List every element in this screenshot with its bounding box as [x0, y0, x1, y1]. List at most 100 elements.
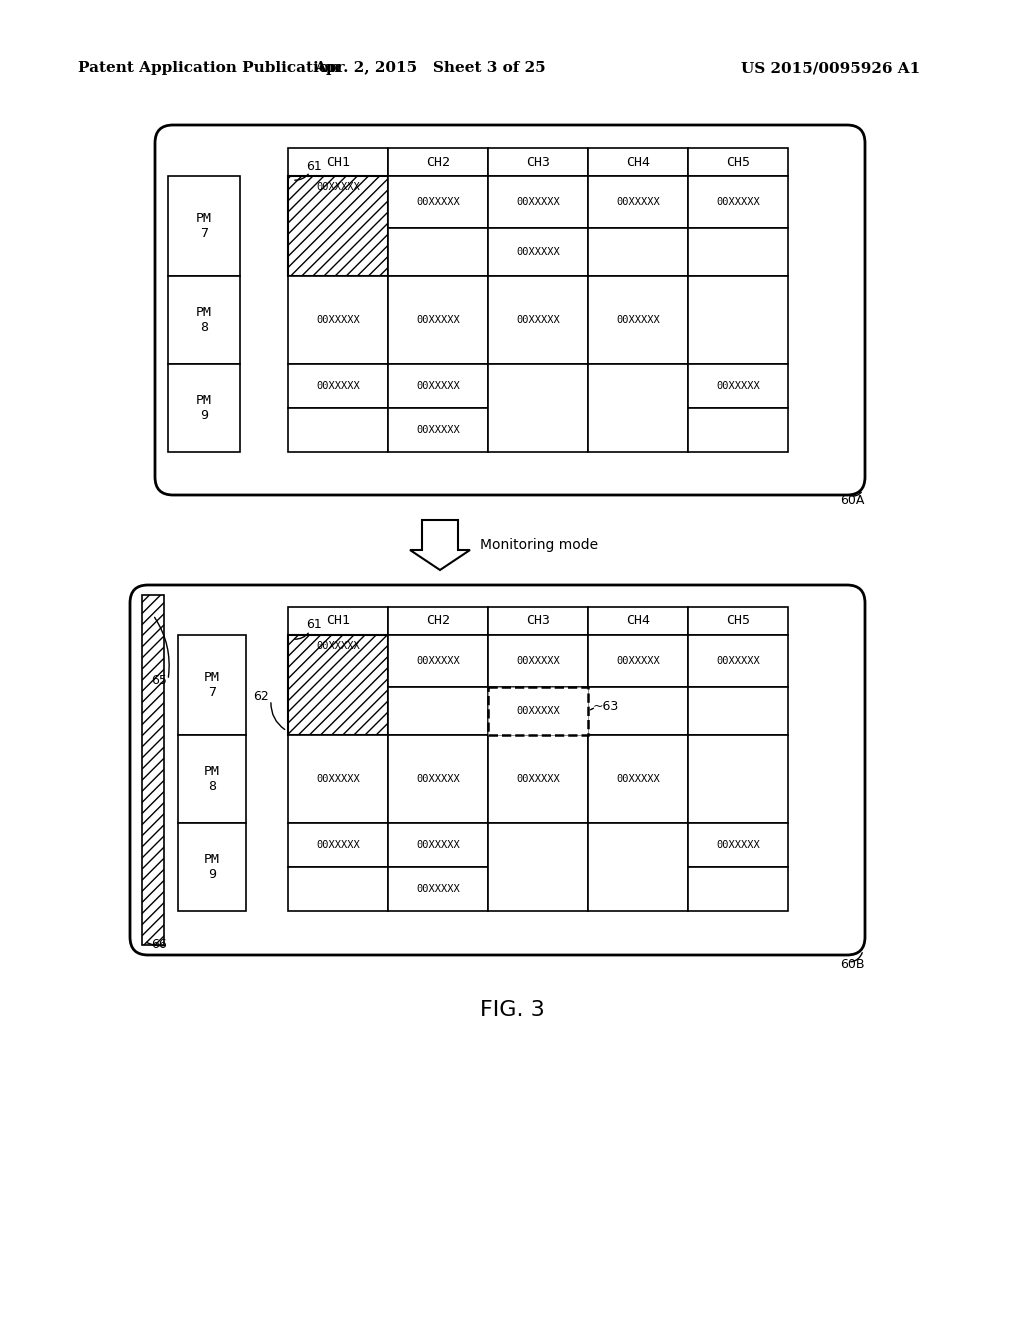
Bar [688, 148, 788, 176]
Text: CH1: CH1 [326, 615, 350, 627]
Text: 00XXXXX: 00XXXXX [616, 656, 659, 667]
Text: 00XXXXX: 00XXXXX [616, 315, 659, 325]
Bar [168, 176, 240, 276]
Text: Apr. 2, 2015   Sheet 3 of 25: Apr. 2, 2015 Sheet 3 of 25 [314, 61, 546, 75]
Text: 00XXXXX: 00XXXXX [416, 840, 460, 850]
Text: 00XXXXX: 00XXXXX [316, 381, 359, 391]
Polygon shape [410, 520, 470, 570]
Text: PM
7: PM 7 [196, 213, 212, 240]
Text: 00XXXXX: 00XXXXX [716, 381, 760, 391]
Bar [388, 635, 488, 686]
Text: CH3: CH3 [526, 156, 550, 169]
Text: 00XXXXX: 00XXXXX [416, 884, 460, 894]
Text: 66: 66 [152, 939, 167, 952]
Bar [388, 176, 488, 228]
Text: 61: 61 [306, 160, 322, 173]
Bar [688, 822, 788, 867]
Bar [178, 635, 246, 735]
Text: Monitoring mode: Monitoring mode [480, 539, 598, 552]
Text: 00XXXXX: 00XXXXX [516, 774, 560, 784]
FancyBboxPatch shape [130, 585, 865, 954]
Bar [488, 276, 588, 364]
Text: 00XXXXX: 00XXXXX [316, 840, 359, 850]
Bar [288, 822, 388, 867]
Bar [168, 276, 240, 364]
Bar [688, 607, 788, 635]
Text: 00XXXXX: 00XXXXX [616, 774, 659, 784]
Bar [288, 176, 388, 276]
Bar [688, 867, 788, 911]
Bar [688, 686, 788, 735]
Bar [178, 822, 246, 911]
Bar [288, 276, 388, 364]
Text: PM
8: PM 8 [196, 306, 212, 334]
Text: CH1: CH1 [326, 156, 350, 169]
Text: 62: 62 [253, 690, 269, 704]
Text: 00XXXXX: 00XXXXX [316, 642, 359, 651]
Bar [388, 607, 488, 635]
Bar [688, 735, 788, 822]
Text: CH5: CH5 [726, 615, 750, 627]
Text: 60A: 60A [840, 494, 864, 507]
Bar [388, 364, 488, 408]
Text: CH4: CH4 [626, 615, 650, 627]
Text: CH2: CH2 [426, 156, 450, 169]
Bar [588, 148, 688, 176]
Bar [688, 176, 788, 228]
Bar [588, 364, 688, 451]
Text: 00XXXXX: 00XXXXX [316, 315, 359, 325]
Bar [588, 735, 688, 822]
Text: 00XXXXX: 00XXXXX [516, 706, 560, 715]
Bar [488, 686, 588, 735]
Text: 00XXXXX: 00XXXXX [416, 315, 460, 325]
Bar [488, 176, 588, 228]
Text: 00XXXXX: 00XXXXX [416, 656, 460, 667]
Bar [488, 735, 588, 822]
Bar [288, 867, 388, 911]
Text: 00XXXXX: 00XXXXX [616, 197, 659, 207]
Text: Patent Application Publication: Patent Application Publication [78, 61, 340, 75]
Bar [488, 607, 588, 635]
Bar [588, 276, 688, 364]
Bar [178, 735, 246, 822]
Text: 00XXXXX: 00XXXXX [716, 840, 760, 850]
Text: PM
9: PM 9 [204, 853, 220, 880]
Bar [588, 228, 688, 276]
Bar [588, 176, 688, 228]
Bar [288, 607, 388, 635]
Text: 00XXXXX: 00XXXXX [316, 182, 359, 191]
Bar [688, 228, 788, 276]
Bar [142, 595, 164, 945]
Text: ~63: ~63 [593, 700, 620, 713]
Text: PM
8: PM 8 [204, 766, 220, 793]
Bar [488, 635, 588, 686]
Text: 00XXXXX: 00XXXXX [516, 197, 560, 207]
Bar [288, 148, 388, 176]
Text: 00XXXXX: 00XXXXX [316, 774, 359, 784]
Text: 00XXXXX: 00XXXXX [416, 425, 460, 436]
Bar [588, 686, 688, 735]
Text: FIG. 3: FIG. 3 [479, 1001, 545, 1020]
Bar [488, 364, 588, 451]
Bar [388, 408, 488, 451]
Bar [688, 276, 788, 364]
Text: 00XXXXX: 00XXXXX [516, 656, 560, 667]
Bar [388, 276, 488, 364]
Bar [388, 735, 488, 822]
Bar [588, 635, 688, 686]
Text: 60B: 60B [840, 958, 864, 972]
Text: 00XXXXX: 00XXXXX [716, 197, 760, 207]
Bar [388, 867, 488, 911]
Text: PM
9: PM 9 [196, 393, 212, 422]
Text: 00XXXXX: 00XXXXX [716, 656, 760, 667]
Text: CH5: CH5 [726, 156, 750, 169]
Text: 65: 65 [152, 673, 167, 686]
Bar [288, 735, 388, 822]
Bar [588, 822, 688, 911]
Text: PM
7: PM 7 [204, 671, 220, 700]
Bar [388, 686, 488, 735]
Bar [688, 408, 788, 451]
Bar [488, 822, 588, 911]
Text: 00XXXXX: 00XXXXX [516, 247, 560, 257]
Bar [488, 228, 588, 276]
